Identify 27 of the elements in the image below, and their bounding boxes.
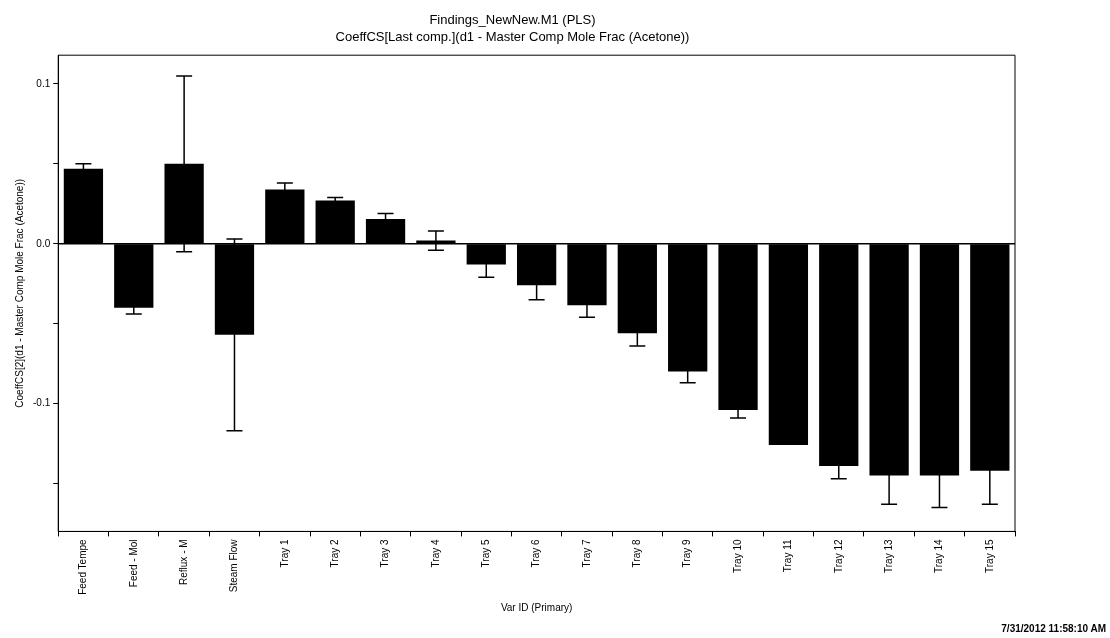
x-tick-label: Reflux - M — [177, 539, 189, 585]
x-tick-label: Steam Flow — [228, 538, 240, 593]
x-tick-label: Tray 4 — [429, 538, 441, 568]
x-tick-label: Tray 7 — [580, 538, 592, 568]
chart-subtitle: CoeffCS[Last comp.](d1 - Master Comp Mole Frac (Acetone)) — [335, 28, 690, 44]
y-tick-label: -0.1 — [33, 397, 51, 409]
x-tick-label: Tray 10 — [731, 538, 743, 573]
x-tick-label: Feed Tempe — [77, 538, 89, 595]
x-tick-label: Tray 15 — [983, 538, 995, 573]
x-tick-label: Feed - Mol — [127, 539, 139, 588]
text: 7/31/2012 11:58:10 AM — [1001, 623, 1106, 634]
y-tick-label: 0.1 — [36, 77, 51, 89]
y-tick-label: 0.0 — [36, 237, 51, 249]
x-tick-label: Tray 2 — [328, 538, 340, 568]
chart-title: Findings_NewNew.M1 (PLS) — [429, 12, 596, 28]
x-tick-label: Tray 13 — [882, 538, 894, 573]
x-tick-label: Tray 6 — [530, 538, 542, 568]
x-tick-label: Tray 8 — [631, 538, 643, 568]
x-tick-label: Tray 5 — [480, 538, 492, 568]
x-axis-title: Var ID (Primary) — [500, 601, 573, 613]
x-tick-label: Tray 11 — [782, 538, 794, 573]
x-tick-label: Tray 1 — [278, 538, 290, 568]
y-axis-title: CoeffCS[2](d1 - Master Comp Mole Frac (Acetone)) — [13, 178, 25, 408]
x-tick-label: Tray 14 — [933, 538, 945, 573]
x-tick-label: Tray 3 — [379, 538, 391, 568]
x-tick-label: Tray 9 — [681, 538, 693, 568]
x-tick-label: Tray 12 — [832, 538, 844, 573]
